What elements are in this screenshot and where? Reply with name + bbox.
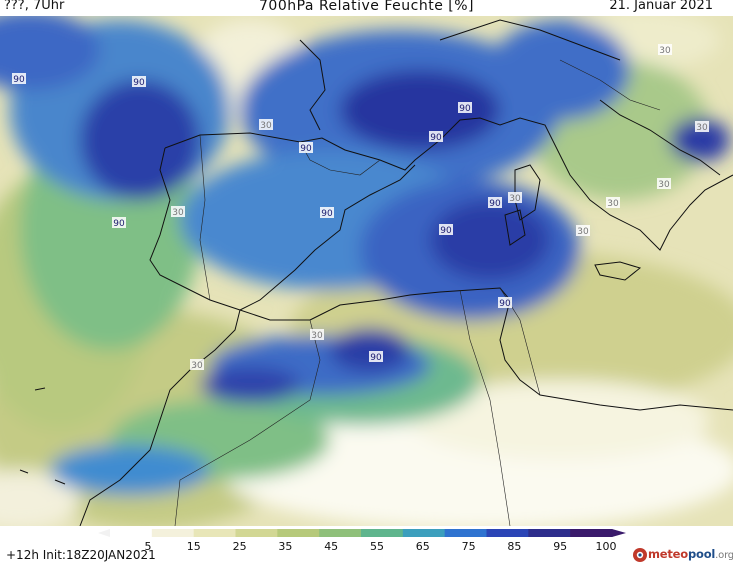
contour-label-text: 30 (607, 199, 619, 209)
contour-label-text: 30 (260, 121, 272, 131)
contour-label-text: 90 (113, 219, 125, 229)
contour-label-text: 30 (509, 194, 521, 204)
legend-swatch (319, 529, 362, 537)
contour-label: 90 (498, 297, 512, 309)
forecast-weekday-time: ???, 7Uhr (4, 0, 65, 13)
legend-tick-label: 45 (324, 540, 338, 553)
contour-label: 90 (12, 73, 26, 85)
legend-tick-label: 55 (370, 540, 384, 553)
contour-label-text: 90 (499, 299, 511, 309)
contour-label-text: 90 (321, 209, 333, 219)
contour-label: 30 (606, 197, 620, 209)
legend-swatch (444, 529, 487, 537)
contour-labels: 90 90 30 90 90 90 90 90 90 30 90 30 30 30 30 30 30 90 90 30… (12, 44, 709, 371)
logo-text-pool: pool (687, 547, 716, 561)
contour-label: 90 (439, 224, 453, 236)
contour-label: 30 (657, 178, 671, 190)
contour-label-text: 30 (659, 46, 671, 56)
legend-tick-label: 100 (596, 540, 617, 553)
contour-label-text: 90 (370, 353, 382, 363)
legend-swatch (361, 529, 404, 537)
coastlines (19, 19, 733, 526)
contour-label-text: 90 (440, 226, 452, 236)
contour-label: 90 (429, 131, 443, 143)
logo-text-meteo: meteo (648, 547, 688, 561)
legend-tick-label: 35 (278, 540, 292, 553)
contour-label: 90 (488, 197, 502, 209)
contour-label: 30 (508, 192, 522, 204)
legend-swatch (277, 529, 320, 537)
contour-label-text: 90 (459, 104, 471, 114)
contour-label: 30 (658, 44, 672, 56)
legend-swatch (486, 529, 529, 537)
contour-label-text: 30 (577, 227, 589, 237)
contour-label: 90 (112, 217, 126, 229)
contour-label: 30 (259, 119, 273, 131)
contour-label: 30 (695, 121, 709, 133)
legend-tick-label: 75 (462, 540, 476, 553)
meteopool-logo[interactable]: meteopool.org (632, 545, 733, 565)
legend-tick-label: 85 (507, 540, 521, 553)
contour-label: 30 (171, 206, 185, 218)
contour-label: 90 (369, 351, 383, 363)
contour-label-text: 90 (430, 133, 442, 143)
contour-label-text: 90 (133, 78, 145, 88)
legend-colorbar: 5 15 25 35 45 55 65 75 85 95 100 (98, 529, 626, 553)
legend-swatch (528, 529, 571, 537)
legend-swatch (193, 529, 236, 537)
legend-tick-label: 25 (233, 540, 247, 553)
contour-label-text: 90 (489, 199, 501, 209)
contour-label-text: 30 (191, 361, 203, 371)
legend-swatch (151, 529, 195, 537)
legend-arrow-max (612, 529, 626, 537)
init-time: +12h Init:18Z20JAN2021 (6, 548, 156, 562)
contour-label-text: 90 (300, 144, 312, 154)
contour-label: 30 (190, 359, 204, 371)
legend-tick-label: 15 (187, 540, 201, 553)
legend-swatch (110, 529, 153, 537)
legend-tick-label: 65 (416, 540, 430, 553)
logo-text-org: .org (715, 550, 733, 561)
legend-tick-label: 5 (145, 540, 152, 553)
humidity-field (0, 16, 733, 526)
contour-label: 30 (310, 329, 324, 341)
legend-swatch (235, 529, 278, 537)
contour-label-text: 30 (696, 123, 708, 133)
forecast-date: 21. Januar 2021 (609, 0, 713, 13)
contour-label-text: 30 (311, 331, 323, 341)
contour-label: 90 (299, 142, 313, 154)
contour-label-text: 30 (658, 180, 670, 190)
contour-label-text: 30 (172, 208, 184, 218)
legend-arrow-min (98, 529, 110, 537)
contour-label-text: 90 (13, 75, 25, 85)
contour-label: 90 (320, 207, 334, 219)
contour-label: 30 (576, 225, 590, 237)
contour-label: 90 (458, 102, 472, 114)
legend-swatch (402, 529, 446, 537)
contour-label: 90 (132, 76, 146, 88)
logo-icon (633, 548, 647, 562)
legend-tick-label: 95 (553, 540, 567, 553)
legend-swatch (570, 529, 613, 537)
map-title: 700hPa Relative Feuchte [%] (259, 0, 474, 14)
